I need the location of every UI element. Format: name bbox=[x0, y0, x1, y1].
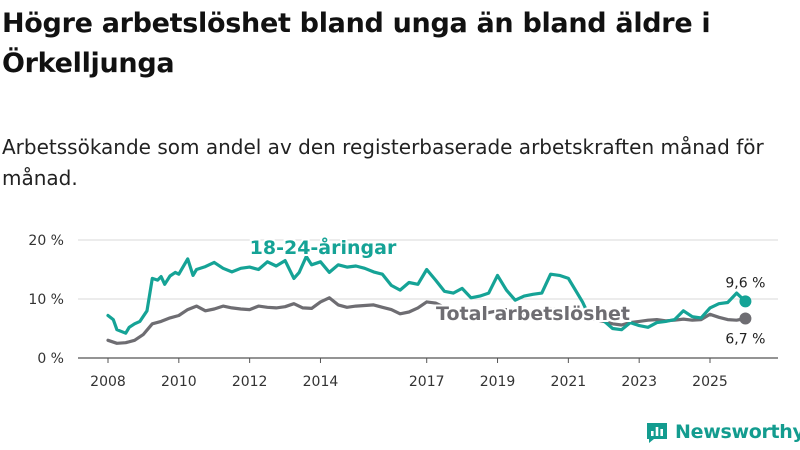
x-tick-label: 2019 bbox=[480, 374, 516, 390]
end-marker-total bbox=[739, 312, 752, 325]
gridlines bbox=[78, 239, 778, 359]
y-axis: 0 % 10 % 20 % bbox=[28, 233, 64, 367]
series-line-youth bbox=[106, 254, 747, 335]
x-tick-label: 2021 bbox=[551, 374, 587, 390]
end-markers: 9,6 % 6,7 % bbox=[725, 275, 765, 347]
y-tick-label: 0 % bbox=[37, 351, 64, 367]
y-tick-label: 10 % bbox=[28, 292, 64, 308]
brand-name: Newsworthy bbox=[675, 421, 800, 443]
x-tick-label: 2010 bbox=[161, 374, 197, 390]
newsworthy-logo-icon bbox=[647, 423, 667, 443]
series-line-total bbox=[106, 296, 747, 345]
series-lines bbox=[106, 254, 747, 345]
series-label-youth: 18-24-åringar bbox=[250, 235, 397, 259]
x-tick-label: 2017 bbox=[409, 374, 445, 390]
y-tick-label: 20 % bbox=[28, 233, 64, 249]
end-marker-youth bbox=[739, 295, 752, 308]
x-tick-label: 2023 bbox=[621, 374, 657, 390]
x-axis: 2008 2010 2012 2014 2017 2019 2021 2023 2025 bbox=[90, 358, 728, 390]
series-label-total: Total arbetslöshet bbox=[436, 303, 630, 325]
x-tick-label: 2014 bbox=[303, 374, 339, 390]
brand-logo: Newsworthy bbox=[645, 420, 800, 444]
end-label-youth: 9,6 % bbox=[725, 275, 765, 291]
x-tick-label: 2025 bbox=[692, 374, 728, 390]
x-tick-label: 2012 bbox=[232, 374, 268, 390]
chart-title: Högre arbetslöshet bland unga än bland ä… bbox=[2, 8, 711, 79]
chart-subtitle: Arbetssökande som andel av den registerb… bbox=[2, 135, 764, 190]
series-labels: 18-24-åringar Total arbetslöshet bbox=[248, 233, 632, 327]
end-label-total: 6,7 % bbox=[725, 331, 765, 347]
x-tick-label: 2008 bbox=[90, 374, 126, 390]
